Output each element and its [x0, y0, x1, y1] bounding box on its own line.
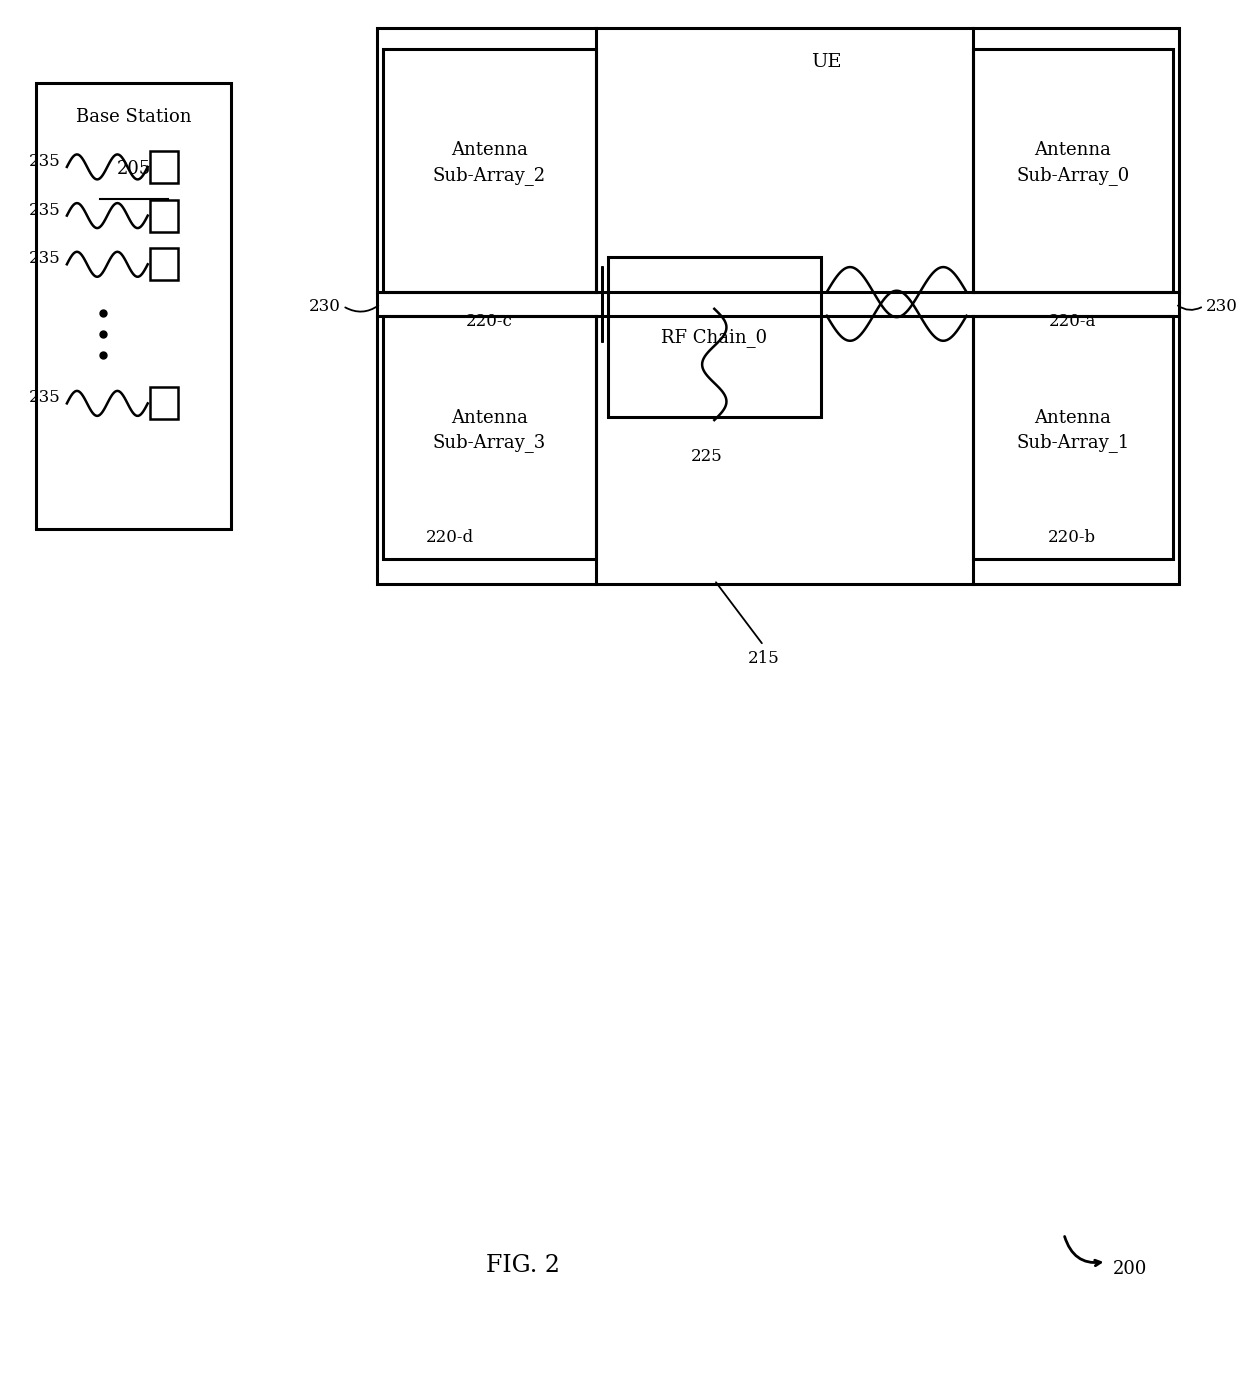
Text: Antenna
Sub-Array_0: Antenna Sub-Array_0 — [1017, 142, 1130, 185]
Text: 235: 235 — [29, 250, 61, 267]
Text: 215: 215 — [748, 650, 780, 666]
FancyBboxPatch shape — [383, 316, 595, 559]
Text: FIG. 2: FIG. 2 — [486, 1255, 559, 1277]
Text: 225: 225 — [691, 448, 723, 465]
Text: 220-c: 220-c — [466, 313, 513, 330]
Text: RF Chain_0: RF Chain_0 — [661, 328, 768, 346]
Text: UE: UE — [811, 53, 842, 71]
FancyBboxPatch shape — [150, 387, 179, 420]
FancyBboxPatch shape — [608, 257, 821, 417]
FancyBboxPatch shape — [150, 150, 179, 182]
Text: 235: 235 — [29, 153, 61, 170]
Text: Antenna
Sub-Array_2: Antenna Sub-Array_2 — [433, 142, 546, 185]
Text: 205: 205 — [117, 160, 151, 178]
Text: 220-d: 220-d — [425, 529, 474, 545]
Text: 235: 235 — [29, 202, 61, 218]
Text: 230: 230 — [309, 298, 341, 314]
Text: 220-b: 220-b — [1048, 529, 1096, 545]
Text: 230: 230 — [1207, 298, 1238, 314]
FancyBboxPatch shape — [383, 49, 595, 292]
Text: 235: 235 — [29, 389, 61, 406]
Text: Base Station: Base Station — [76, 108, 191, 127]
Text: Antenna
Sub-Array_1: Antenna Sub-Array_1 — [1017, 409, 1130, 452]
FancyBboxPatch shape — [972, 49, 1173, 292]
FancyBboxPatch shape — [150, 199, 179, 231]
Text: 220-a: 220-a — [1049, 313, 1096, 330]
FancyBboxPatch shape — [972, 316, 1173, 559]
FancyBboxPatch shape — [150, 248, 179, 280]
Text: Antenna
Sub-Array_3: Antenna Sub-Array_3 — [433, 409, 546, 452]
FancyBboxPatch shape — [36, 83, 231, 529]
FancyBboxPatch shape — [377, 28, 1179, 584]
Text: 200: 200 — [1112, 1260, 1147, 1277]
